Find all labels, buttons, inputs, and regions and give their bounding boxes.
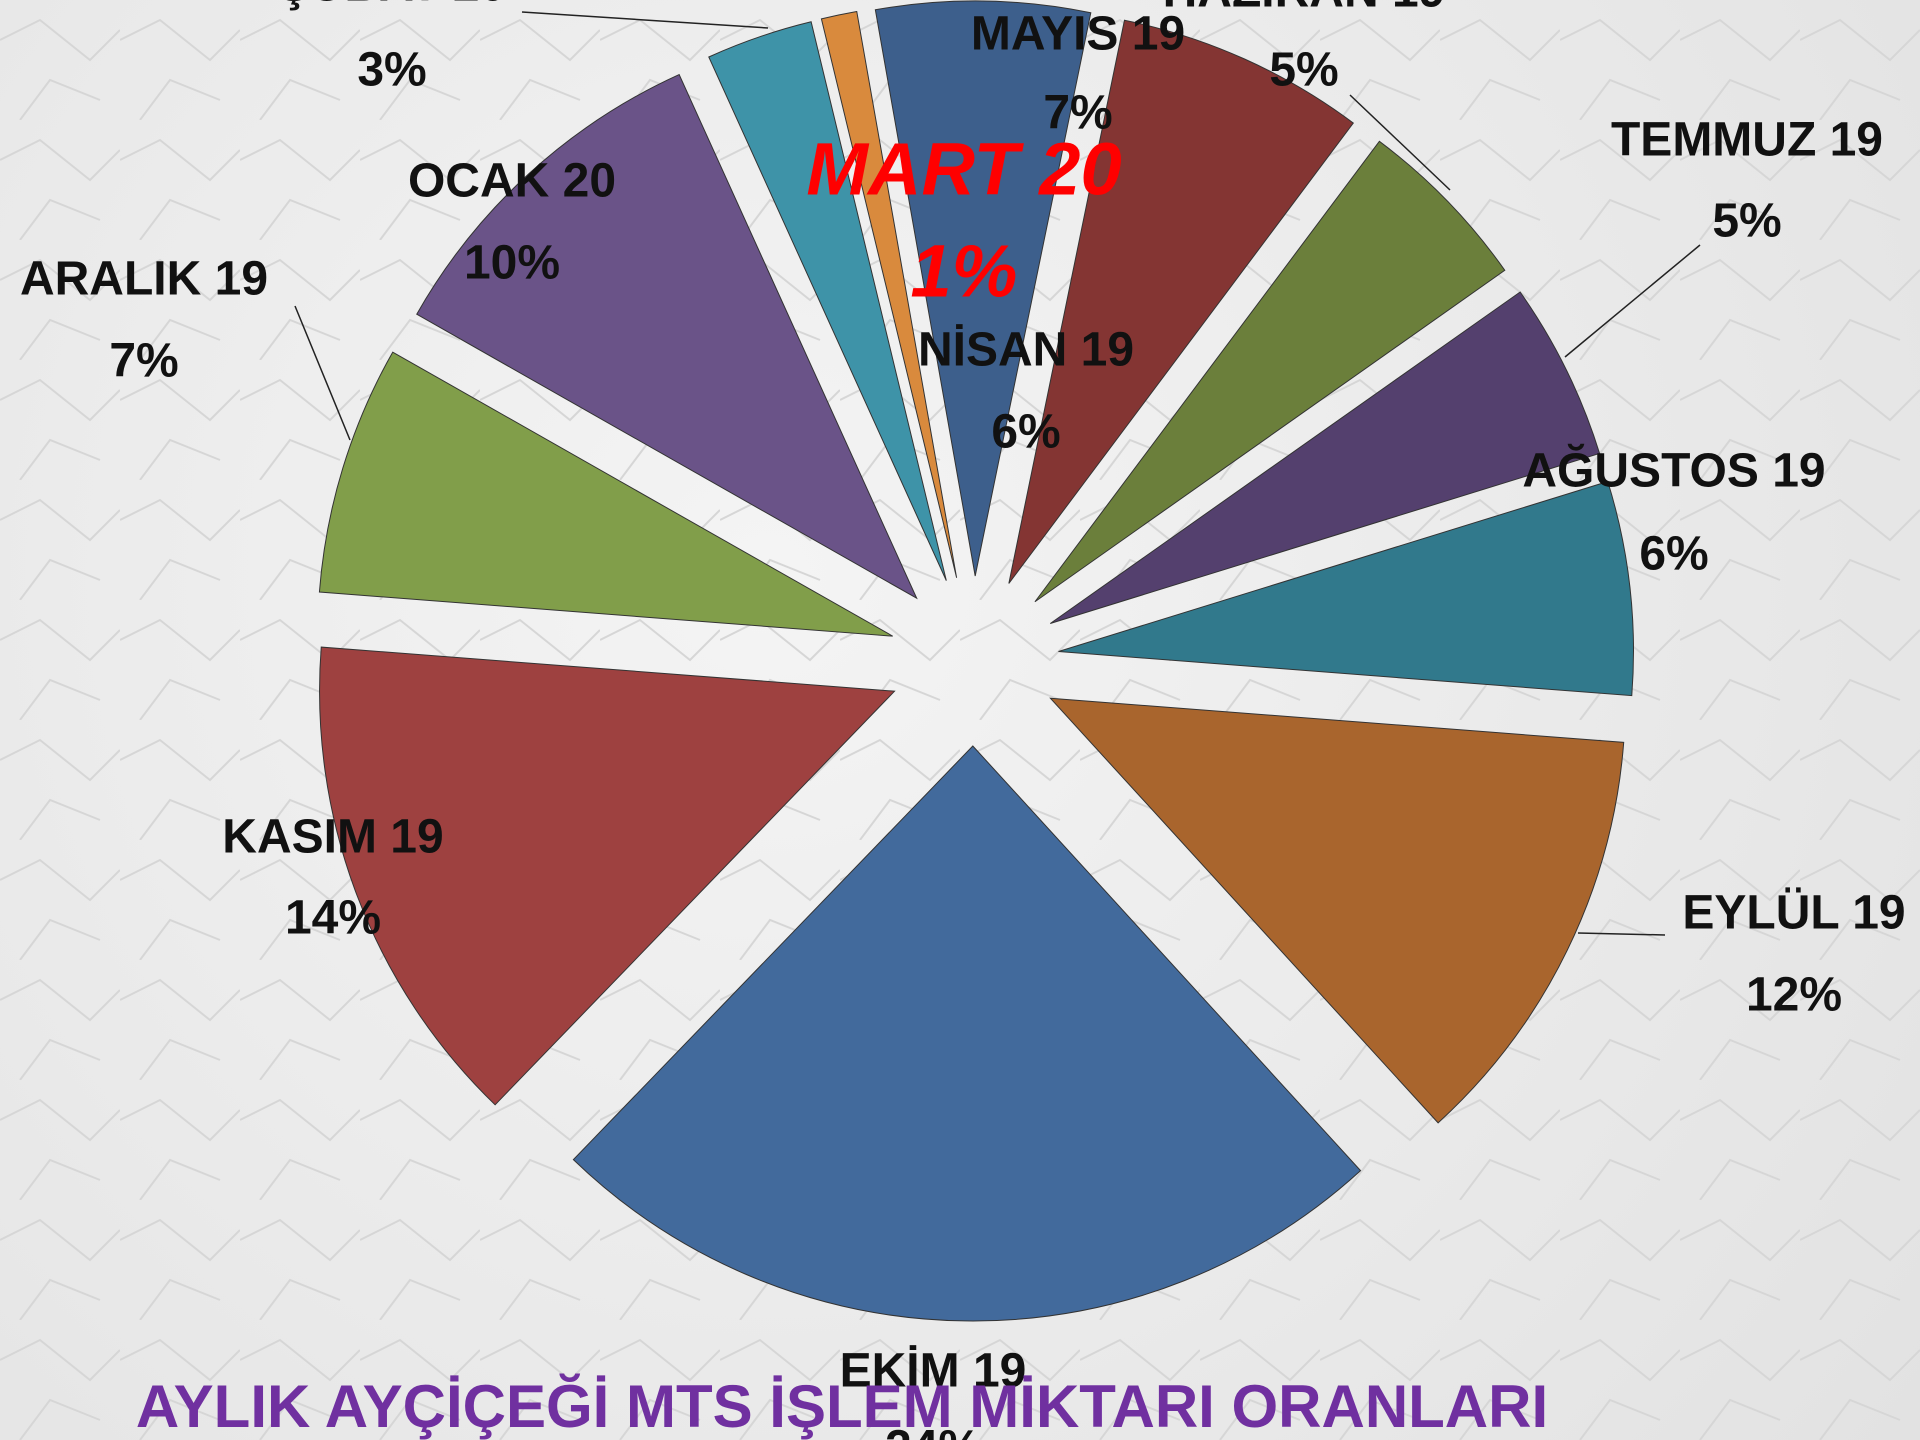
data-label: 5% — [1712, 195, 1781, 248]
category-label: ARALIK 19 — [20, 253, 268, 306]
chart-title: AYLIK AYÇİÇEĞİ MTS İŞLEM MİKTARI ORANLAR… — [136, 1373, 1548, 1440]
category-label: MART 20 — [806, 128, 1121, 211]
data-label: 24% — [885, 1422, 981, 1440]
category-label: OCAK 20 — [408, 155, 616, 208]
pie-slice — [874, 0, 1092, 577]
data-label: 10% — [464, 237, 560, 290]
data-label: 1% — [911, 230, 1018, 313]
category-label: ŞUBAT 20 — [278, 0, 507, 12]
pie-slice — [708, 21, 947, 581]
pie-slice — [1008, 19, 1354, 584]
leader-line — [1564, 244, 1701, 358]
category-label: TEMMUZ 19 — [1611, 114, 1883, 167]
category-label: HAZİRAN 19 — [1163, 0, 1446, 18]
data-label: 6% — [991, 406, 1060, 459]
category-label: AĞUSTOS 19 — [1522, 444, 1825, 498]
pie-slice — [820, 10, 958, 578]
category-label: MAYIS 19 — [971, 8, 1185, 61]
leader-line — [521, 11, 769, 29]
data-label: 14% — [285, 892, 381, 945]
labels: NİSAN 19 6% MAYIS 19 7% HAZİRAN 19 5% TEMMUZ 1… — [20, 0, 1906, 1440]
pie-slice — [1049, 291, 1601, 624]
leader-line — [294, 305, 351, 441]
data-label: 5% — [1269, 44, 1338, 97]
pie-slice — [1058, 480, 1634, 697]
leader-line — [1577, 932, 1666, 936]
pie-slice — [416, 73, 918, 600]
data-label: 3% — [357, 44, 426, 97]
pie-slice — [572, 745, 1362, 1322]
data-label: 7% — [1043, 87, 1112, 140]
data-label: 12% — [1746, 969, 1842, 1022]
category-label: EKİM 19 — [840, 1345, 1027, 1398]
pie-slice — [319, 646, 896, 1106]
category-label: EYLÜL 19 — [1682, 887, 1905, 940]
data-label: 7% — [109, 335, 178, 388]
category-label: KASIM 19 — [222, 811, 443, 864]
pie-slice — [318, 351, 893, 637]
leader-line — [1349, 94, 1451, 191]
pie-slice — [1034, 140, 1506, 603]
data-label: 6% — [1639, 528, 1708, 581]
pie-slice — [1049, 697, 1625, 1124]
pie — [318, 0, 1634, 1322]
category-label: NİSAN 19 — [918, 324, 1134, 377]
